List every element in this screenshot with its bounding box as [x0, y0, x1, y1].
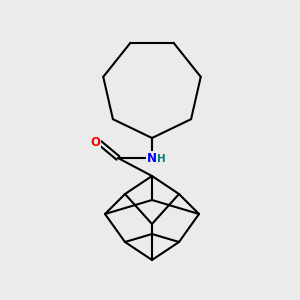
Text: O: O — [90, 136, 100, 149]
Text: H: H — [157, 154, 165, 164]
Text: N: N — [147, 152, 157, 164]
